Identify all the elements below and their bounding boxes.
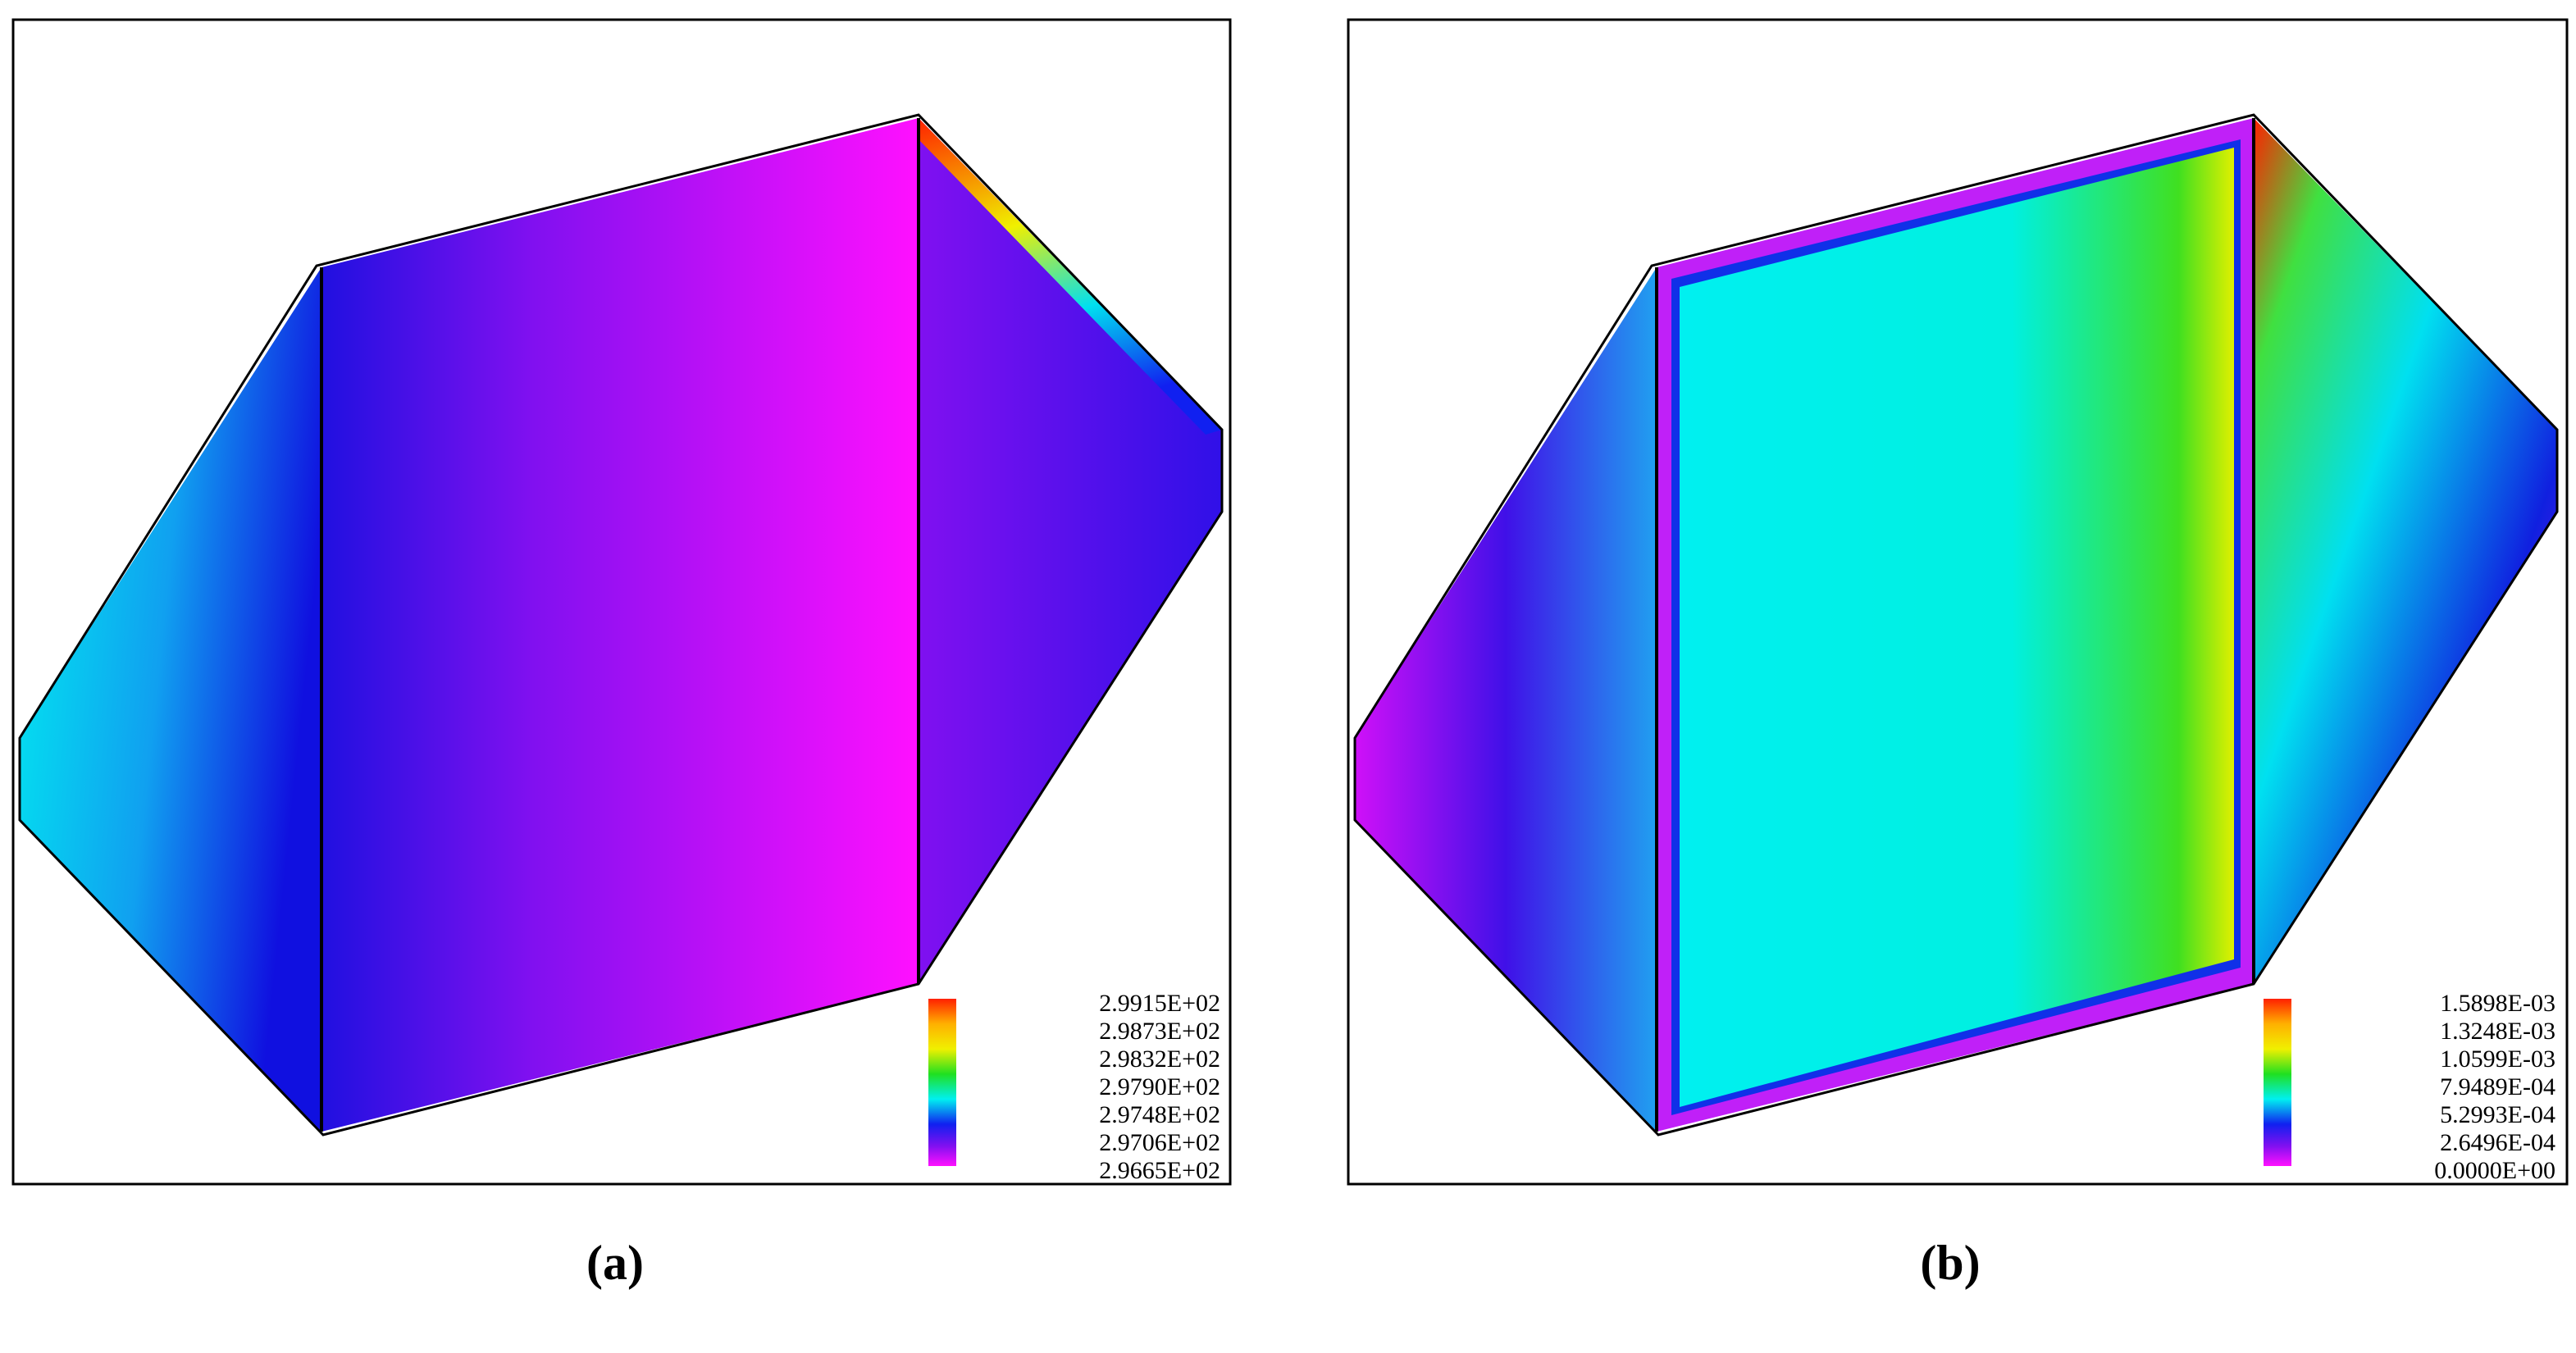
legend-label: 7.9489E-04 (2440, 1073, 2555, 1100)
legend-label: 2.9832E+02 (1099, 1046, 1220, 1073)
region (1680, 148, 2234, 1107)
legend-label: 2.9873E+02 (1099, 1018, 1220, 1045)
frame (1347, 18, 2569, 1186)
colorbar (2264, 999, 2291, 1166)
colorbar (928, 999, 956, 1166)
outline (18, 113, 1224, 1137)
frame (11, 18, 1232, 1186)
legend-label: 2.9706E+02 (1099, 1129, 1220, 1156)
panel-b: 1.5898E-031.3248E-031.0599E-037.9489E-04… (1347, 18, 2569, 1186)
legend-label: 2.9748E+02 (1099, 1101, 1220, 1128)
outline (1353, 113, 2559, 1137)
region (20, 267, 321, 1132)
region (919, 118, 1222, 435)
legend-label: 1.0599E-03 (2440, 1046, 2555, 1073)
legend-label: 2.9915E+02 (1099, 990, 1220, 1017)
panel-a: 2.9915E+022.9873E+022.9832E+022.9790E+02… (11, 18, 1232, 1186)
legend-label: 5.2993E-04 (2440, 1101, 2555, 1128)
region (321, 118, 919, 1132)
legend-label: 1.3248E-03 (2440, 1018, 2555, 1045)
region (919, 118, 1222, 984)
caption: (a) (586, 1236, 644, 1290)
legend-label: 0.0000E+00 (2434, 1157, 2555, 1184)
caption: (b) (1920, 1236, 1980, 1290)
legend-label: 2.6496E-04 (2440, 1129, 2555, 1156)
region (2254, 118, 2557, 984)
region (1355, 267, 1657, 1132)
legend-label: 2.9665E+02 (1099, 1157, 1220, 1184)
legend-label: 1.5898E-03 (2440, 990, 2555, 1017)
legend-label: 2.9790E+02 (1099, 1073, 1220, 1100)
